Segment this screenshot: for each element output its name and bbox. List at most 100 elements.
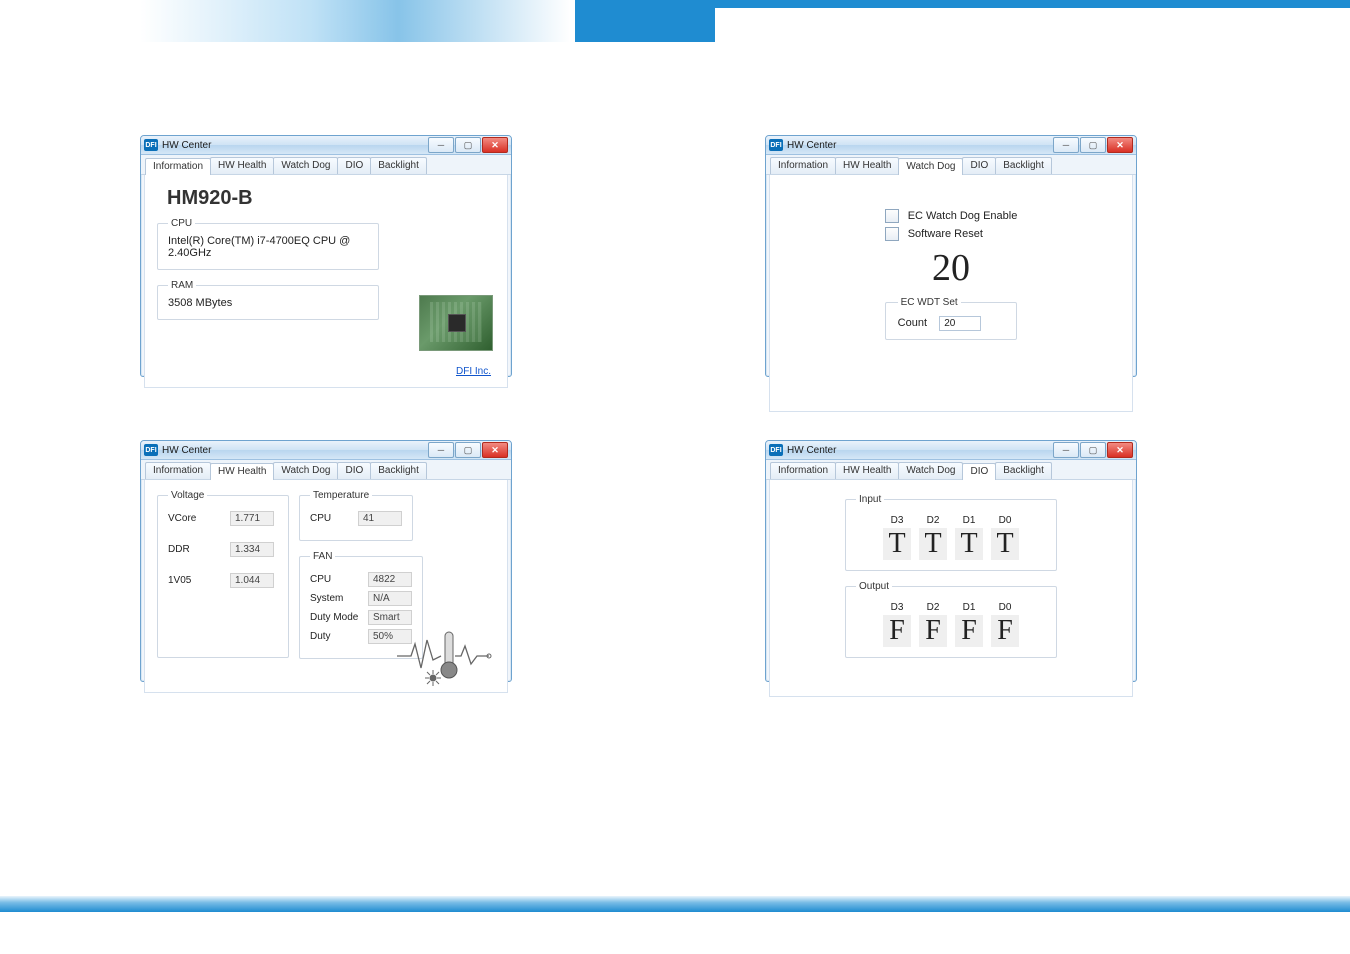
cpu-legend: CPU [168,218,195,229]
wdt-set-legend: EC WDT Set [898,297,961,308]
maximize-button[interactable]: ▢ [455,137,481,153]
tab-watch-dog[interactable]: Watch Dog [273,157,338,174]
product-name: HM920-B [167,187,495,210]
tab-strip: Information HW Health Watch Dog DIO Back… [141,460,511,480]
dio-output-value[interactable]: F [919,615,947,647]
dio-header: D0 [991,602,1019,613]
titlebar[interactable]: DFI HW Center ─ ▢ ✕ [766,136,1136,155]
dio-input-value: T [955,528,983,560]
close-button[interactable]: ✕ [482,137,508,153]
tab-strip: Information HW Health Watch Dog DIO Back… [766,460,1136,480]
titlebar[interactable]: DFI HW Center ─ ▢ ✕ [766,441,1136,460]
tab-dio[interactable]: DIO [337,462,371,479]
app-icon: DFI [769,139,783,151]
maximize-button[interactable]: ▢ [455,442,481,458]
dio-output-legend: Output [856,581,892,592]
ram-text: 3508 MBytes [168,297,368,309]
dio-header: D1 [955,515,983,526]
ram-legend: RAM [168,280,196,291]
reset-label: Software Reset [908,228,983,240]
dio-input-value: T [991,528,1019,560]
minimize-button[interactable]: ─ [1053,442,1079,458]
minimize-button[interactable]: ─ [428,442,454,458]
temperature-legend: Temperature [310,490,372,501]
tab-dio[interactable]: DIO [962,463,996,480]
minimize-button[interactable]: ─ [428,137,454,153]
count-input[interactable]: 20 [939,316,981,331]
maximize-button[interactable]: ▢ [1080,137,1106,153]
tab-backlight[interactable]: Backlight [370,462,427,479]
close-button[interactable]: ✕ [482,442,508,458]
voltage-row-ddr: DDR 1.334 [168,542,278,557]
reset-checkbox[interactable] [885,227,899,241]
voltage-row-1v05: 1V05 1.044 [168,573,278,588]
dio-input-d1: D1 T [955,515,983,560]
count-label: Count [898,317,927,329]
window-body: Voltage VCore 1.771 DDR 1.334 1V05 1.044… [144,480,508,693]
dio-output-group: Output D3 F D2F D1F D0 F [845,581,1057,658]
banner-block [575,0,715,42]
tab-hw-health[interactable]: HW Health [835,462,899,479]
tab-watch-dog[interactable]: Watch Dog [273,462,338,479]
dio-header: D2 [919,515,947,526]
voltage-label: VCore [168,513,222,524]
enable-checkbox[interactable] [885,209,899,223]
tab-information[interactable]: Information [770,157,836,174]
tab-dio[interactable]: DIO [337,157,371,174]
fan-row-system: System N/A [310,591,412,606]
dio-output-d1[interactable]: D1F [955,602,983,647]
dio-output-value[interactable]: F [955,615,983,647]
dio-output-d2[interactable]: D2F [919,602,947,647]
tab-watch-dog[interactable]: Watch Dog [898,462,963,479]
window-title: HW Center [162,445,427,456]
temperature-value: 41 [358,511,402,526]
voltage-value: 1.771 [230,511,274,526]
dio-header: D0 [991,515,1019,526]
tab-information[interactable]: Information [145,158,211,175]
dio-input-d2: D2T [919,515,947,560]
titlebar[interactable]: DFI HW Center ─ ▢ ✕ [141,441,511,460]
tab-hw-health[interactable]: HW Health [210,157,274,174]
dio-output-value[interactable]: F [991,615,1019,647]
minimize-button[interactable]: ─ [1053,137,1079,153]
voltage-label: DDR [168,544,222,555]
vendor-link[interactable]: DFI Inc. [456,366,491,377]
cpu-text: Intel(R) Core(TM) i7-4700EQ CPU @ 2.40GH… [168,235,368,259]
tab-backlight[interactable]: Backlight [995,157,1052,174]
voltage-group: Voltage VCore 1.771 DDR 1.334 1V05 1.044 [157,490,289,658]
close-button[interactable]: ✕ [1107,137,1133,153]
fan-label: CPU [310,574,360,585]
fan-label: System [310,593,360,604]
maximize-button[interactable]: ▢ [1080,442,1106,458]
dio-output-value[interactable]: F [883,615,911,647]
fan-label: Duty Mode [310,612,360,623]
banner-thin-line [715,0,1350,8]
voltage-row-vcore: VCore 1.771 [168,511,278,526]
tab-dio[interactable]: DIO [962,157,996,174]
titlebar[interactable]: DFI HW Center ─ ▢ ✕ [141,136,511,155]
dio-output-d0[interactable]: D0 F [991,602,1019,647]
thermometer-pulse-icon [393,626,493,686]
tab-backlight[interactable]: Backlight [370,157,427,174]
close-button[interactable]: ✕ [1107,442,1133,458]
tab-backlight[interactable]: Backlight [995,462,1052,479]
tab-information[interactable]: Information [770,462,836,479]
ram-group: RAM 3508 MBytes [157,280,379,320]
temperature-label: CPU [310,513,350,524]
window-watchdog: DFI HW Center ─ ▢ ✕ Information HW Healt… [765,135,1137,377]
fan-value: N/A [368,591,412,606]
window-title: HW Center [787,445,1052,456]
window-body: HM920-B CPU Intel(R) Core(TM) i7-4700EQ … [144,175,508,388]
voltage-value: 1.334 [230,542,274,557]
tab-hw-health[interactable]: HW Health [210,463,274,480]
voltage-label: 1V05 [168,575,222,586]
dio-header: D3 [883,515,911,526]
voltage-value: 1.044 [230,573,274,588]
window-dio: DFI HW Center ─ ▢ ✕ Information HW Healt… [765,440,1137,682]
dio-output-d3[interactable]: D3 F [883,602,911,647]
tab-watch-dog[interactable]: Watch Dog [898,158,963,175]
tab-hw-health[interactable]: HW Health [835,157,899,174]
dio-header: D3 [883,602,911,613]
enable-label: EC Watch Dog Enable [908,210,1018,222]
tab-information[interactable]: Information [145,462,211,479]
